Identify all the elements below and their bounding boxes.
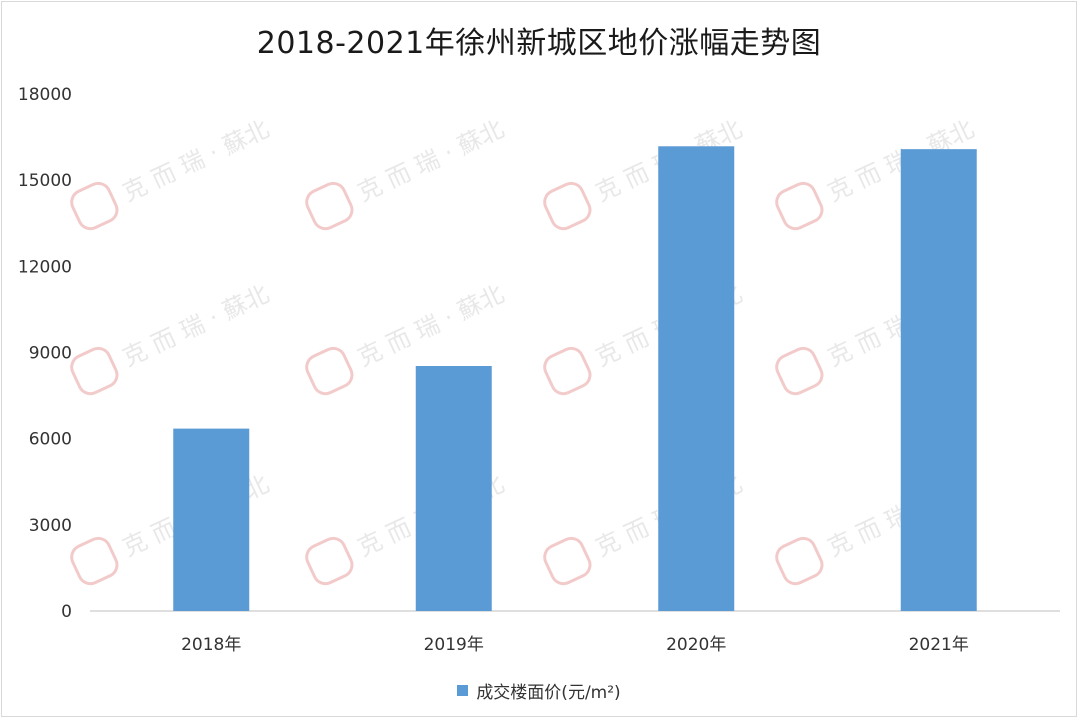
watermark-text: 克 而 瑞 · 蘇北 <box>118 280 273 372</box>
x-tick-label: 2019年 <box>424 635 484 655</box>
bar <box>415 365 492 611</box>
watermark-seal-icon <box>775 181 824 231</box>
watermark: 克 而 瑞 · 蘇北 <box>70 115 273 231</box>
watermark-seal-icon <box>543 346 592 396</box>
y-tick-label: 9000 <box>29 344 72 364</box>
watermark-seal-icon <box>775 346 824 396</box>
watermark-seal-icon <box>543 536 592 586</box>
legend-label: 成交楼面价(元/m²) <box>476 683 621 703</box>
watermark-seal-icon <box>305 536 354 586</box>
watermark-seal-icon <box>70 181 119 231</box>
watermark-text: 克 而 瑞 · 蘇北 <box>353 280 508 372</box>
x-tick-label: 2021年 <box>909 635 969 655</box>
chart-title: 2018-2021年徐州新城区地价涨幅走势图 <box>256 26 822 61</box>
x-tick-label: 2020年 <box>666 635 726 655</box>
watermark-text: 克 而 瑞 · 蘇北 <box>353 115 508 207</box>
watermark-seal-icon <box>543 181 592 231</box>
x-tick-label: 2018年 <box>181 635 241 655</box>
y-tick-label: 6000 <box>29 430 72 450</box>
y-tick-label: 15000 <box>18 171 72 191</box>
y-tick-label: 3000 <box>29 516 72 536</box>
watermark-seal-icon <box>305 346 354 396</box>
y-tick-label: 18000 <box>18 85 72 105</box>
legend-swatch <box>457 685 469 696</box>
watermark: 克 而 瑞 · 蘇北 <box>305 115 508 231</box>
bar <box>173 428 250 611</box>
bar <box>900 149 977 611</box>
watermark: 克 而 瑞 · 蘇北 <box>70 280 273 396</box>
watermark-seal-icon <box>305 181 354 231</box>
y-tick-label: 12000 <box>18 257 72 277</box>
watermark-seal-icon <box>775 536 824 586</box>
watermark-text: 克 而 瑞 · 蘇北 <box>118 115 273 207</box>
bar <box>658 146 735 611</box>
watermark-seal-icon <box>70 536 119 586</box>
legend: 成交楼面价(元/m²) <box>2 678 1076 703</box>
y-tick-label: 0 <box>61 602 72 622</box>
watermark-seal-icon <box>70 346 119 396</box>
